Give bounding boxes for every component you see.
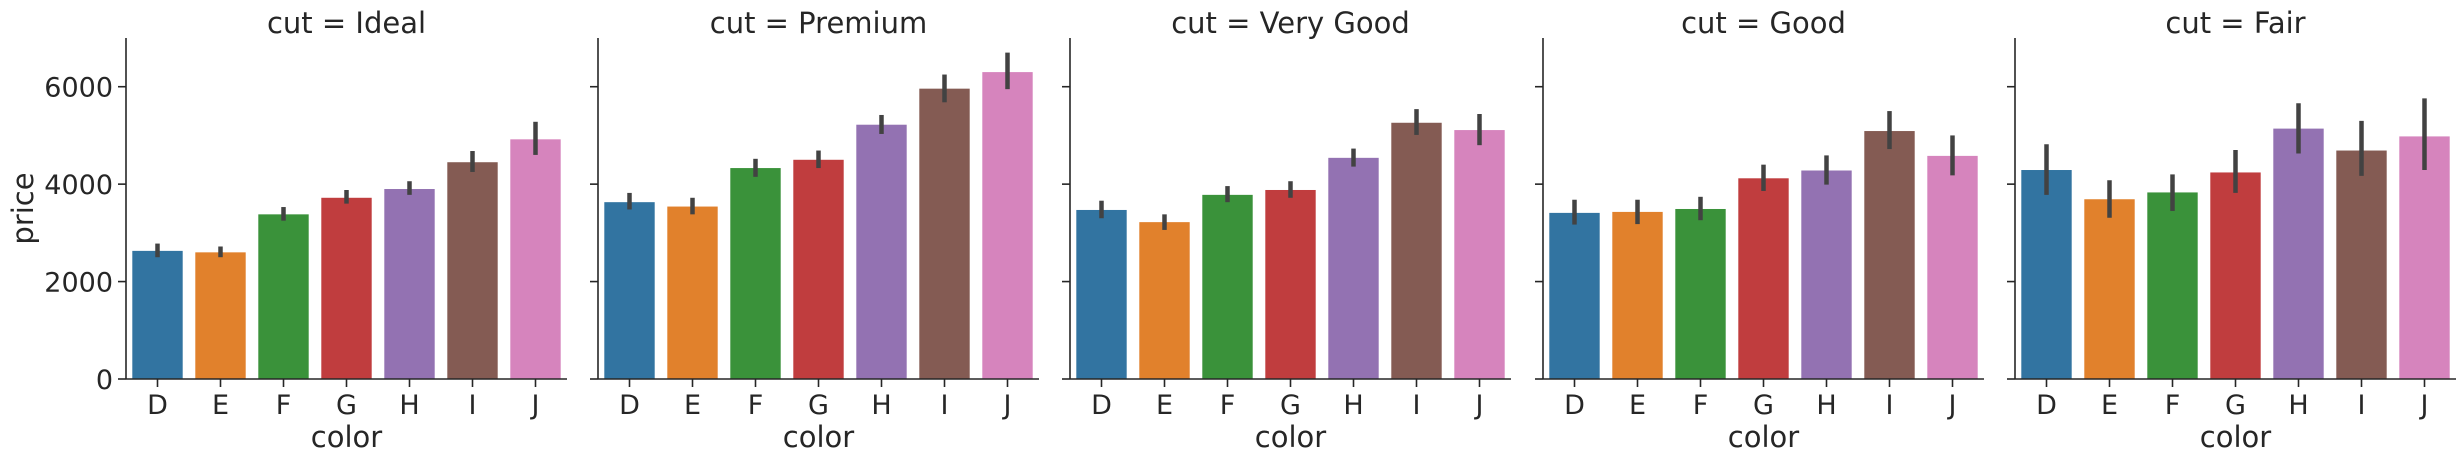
bar <box>793 159 844 379</box>
x-tick-label: D <box>147 390 168 421</box>
x-tick-label: H <box>2288 390 2308 421</box>
x-tick-label: G <box>1753 390 1774 421</box>
x-tick-label: F <box>276 390 292 421</box>
bar <box>2147 192 2198 379</box>
bar <box>447 162 498 379</box>
x-tick-label: I <box>469 390 477 421</box>
x-tick-label: G <box>808 390 829 421</box>
bar <box>2210 172 2261 379</box>
bar <box>1927 155 1978 379</box>
bar <box>1202 194 1253 379</box>
x-tick-label: D <box>2036 390 2057 421</box>
x-tick-label: E <box>1156 390 1173 421</box>
x-tick-label: J <box>1474 390 1484 421</box>
bar <box>510 139 561 379</box>
bar <box>1328 157 1379 379</box>
y-tick-label: 6000 <box>44 73 113 104</box>
x-tick-label: F <box>1220 390 1236 421</box>
x-tick-label: H <box>871 390 891 421</box>
x-tick-label: D <box>1091 390 1112 421</box>
bar <box>2399 136 2450 379</box>
bar <box>1549 212 1600 379</box>
x-tick-label: J <box>530 390 540 421</box>
x-tick-label: I <box>1413 390 1421 421</box>
panel-title: cut = Fair <box>2165 6 2305 40</box>
x-tick-label: E <box>212 390 229 421</box>
x-axis-label: color <box>1255 420 1326 454</box>
bar <box>604 202 655 379</box>
bar <box>1801 170 1852 379</box>
x-tick-label: G <box>1280 390 1301 421</box>
bar <box>2336 150 2387 379</box>
x-tick-label: D <box>619 390 640 421</box>
y-tick-label: 2000 <box>44 268 113 299</box>
x-tick-label: J <box>1947 390 1957 421</box>
x-tick-label: I <box>941 390 949 421</box>
panel-title: cut = Premium <box>710 6 927 40</box>
bar <box>1139 222 1190 379</box>
x-tick-label: F <box>1693 390 1709 421</box>
bar <box>1675 208 1726 379</box>
bar <box>1076 209 1127 379</box>
bar <box>1738 178 1789 379</box>
x-tick-label: G <box>336 390 357 421</box>
x-tick-label: I <box>2358 390 2366 421</box>
x-tick-label: D <box>1564 390 1585 421</box>
x-axis-label: color <box>783 420 854 454</box>
x-tick-label: H <box>399 390 419 421</box>
x-tick-label: I <box>1886 390 1894 421</box>
bar <box>856 124 907 379</box>
y-tick-label: 4000 <box>44 170 113 201</box>
bar <box>2273 128 2324 379</box>
bar <box>384 189 435 379</box>
x-tick-label: E <box>684 390 701 421</box>
y-axis-label: price <box>6 172 40 244</box>
bar <box>1454 130 1505 379</box>
x-tick-label: H <box>1816 390 1836 421</box>
x-tick-label: J <box>1002 390 1012 421</box>
bar <box>982 72 1033 379</box>
bar <box>667 206 718 379</box>
y-tick-label: 0 <box>96 365 113 396</box>
x-tick-label: F <box>748 390 764 421</box>
x-tick-label: E <box>2101 390 2118 421</box>
bar <box>258 214 309 379</box>
x-tick-label: F <box>2165 390 2181 421</box>
bar <box>1864 131 1915 379</box>
panel-title: cut = Good <box>1681 6 1846 40</box>
x-axis-label: color <box>1728 420 1799 454</box>
x-tick-label: E <box>1629 390 1646 421</box>
x-axis-label: color <box>2200 420 2271 454</box>
x-tick-label: H <box>1343 390 1363 421</box>
bar <box>2084 199 2135 379</box>
x-tick-label: G <box>2225 390 2246 421</box>
bar <box>1612 211 1663 379</box>
x-tick-label: J <box>2419 390 2429 421</box>
bar <box>132 250 183 379</box>
panel-title: cut = Ideal <box>267 6 426 40</box>
bar <box>730 168 781 379</box>
x-axis-label: color <box>311 420 382 454</box>
bar <box>195 252 246 379</box>
bar <box>1265 189 1316 379</box>
bar <box>1391 122 1442 380</box>
bar <box>321 197 372 379</box>
bar <box>2021 170 2072 379</box>
bar <box>919 88 970 380</box>
panel-title: cut = Very Good <box>1171 6 1410 40</box>
